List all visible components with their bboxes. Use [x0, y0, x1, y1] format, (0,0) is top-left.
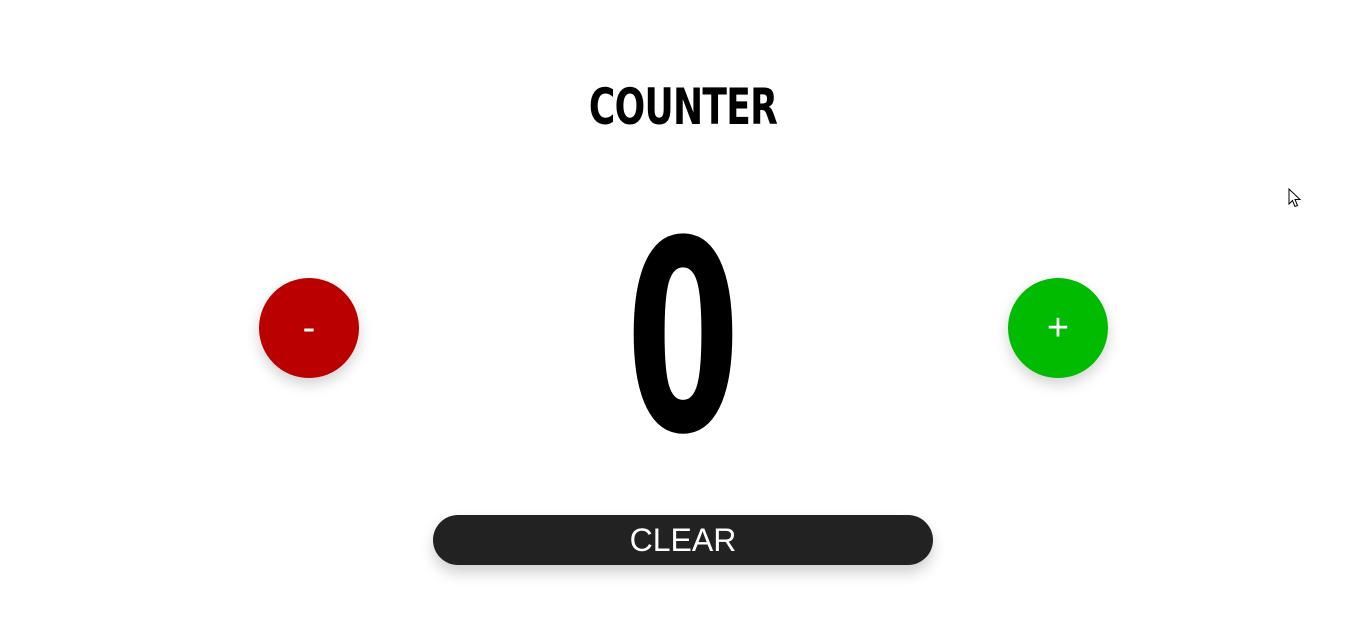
clear-button[interactable]: CLEAR [433, 515, 933, 565]
mouse-pointer-icon [1288, 188, 1302, 208]
increment-button[interactable]: + [1008, 278, 1108, 378]
page-title: COUNTER [191, 76, 1175, 138]
counter-value: 0 [260, 214, 1107, 464]
